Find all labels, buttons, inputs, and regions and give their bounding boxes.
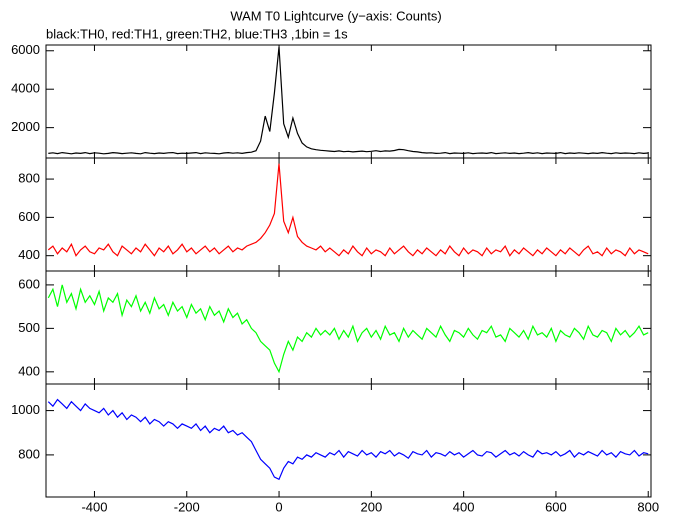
x-tick-label: -400 <box>81 499 107 514</box>
panel-frame <box>45 383 652 498</box>
y-tick-label: 400 <box>18 247 40 262</box>
y-tick-label: 500 <box>18 320 40 335</box>
y-tick-label: 400 <box>18 363 40 378</box>
y-tick-label: 600 <box>18 276 40 291</box>
x-tick-label: 0 <box>275 499 282 514</box>
y-tick-label: 600 <box>18 209 40 224</box>
y-tick-label: 800 <box>18 446 40 461</box>
series-line <box>47 284 649 374</box>
x-tick-label: 200 <box>360 499 382 514</box>
chart-title: WAM T0 Lightcurve (y−axis: Counts) <box>230 8 441 23</box>
series-line <box>47 163 649 257</box>
y-tick-label: 6000 <box>11 42 40 57</box>
series-line <box>47 398 649 481</box>
panel-frame <box>45 270 652 385</box>
chart-subtitle: black:TH0, red:TH1, green:TH2, blue:TH3 … <box>46 26 348 41</box>
x-tick-label: -200 <box>174 499 200 514</box>
x-tick-label: 400 <box>453 499 475 514</box>
y-tick-label: 4000 <box>11 81 40 96</box>
y-tick-label: 800 <box>18 171 40 186</box>
x-tick-label: 600 <box>545 499 567 514</box>
panel-frame <box>45 44 652 159</box>
x-tick-label: 800 <box>637 499 659 514</box>
series-line <box>48 46 649 155</box>
y-tick-label: 2000 <box>11 119 40 134</box>
y-tick-label: 1000 <box>11 402 40 417</box>
